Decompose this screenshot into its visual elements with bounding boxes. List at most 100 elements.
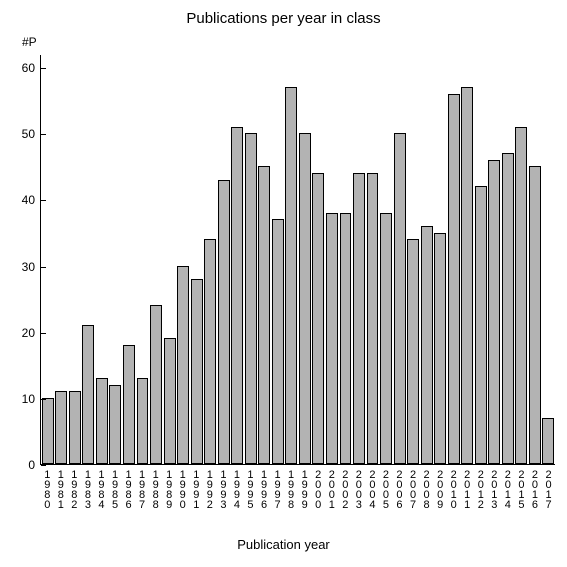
x-label-slot: 2000 [311,469,325,509]
x-label: 1993 [217,469,228,509]
bar-slot [325,55,339,464]
bar-slot [68,55,82,464]
x-label: 2013 [488,469,499,509]
bar [312,173,324,464]
x-labels: 1980198119821983198419851986198719881989… [40,469,555,509]
x-label: 1985 [109,469,120,509]
x-label: 2009 [434,469,445,509]
bar-slot [515,55,529,464]
x-label: 1981 [55,469,66,509]
y-tick-label: 30 [22,260,35,274]
bar [299,133,311,464]
bar-slot [163,55,177,464]
y-tick [41,68,46,69]
bar [204,239,216,464]
x-label-slot: 2013 [487,469,501,509]
bar-slot [474,55,488,464]
x-label-slot: 1987 [135,469,149,509]
y-tick [41,465,46,466]
x-label: 2017 [543,469,554,509]
bar [353,173,365,464]
bar [137,378,149,464]
bar [461,87,473,464]
bar [245,133,257,464]
bar [340,213,352,464]
x-label: 1994 [231,469,242,509]
bar [177,266,189,464]
chart-title: Publications per year in class [0,10,567,27]
bar [515,127,527,464]
bar-slot [190,55,204,464]
x-label: 1980 [41,469,52,509]
bar-slot [230,55,244,464]
bar [109,385,121,464]
y-tick-label: 50 [22,127,35,141]
x-label-slot: 1986 [121,469,135,509]
bar [475,186,487,464]
x-label-slot: 1999 [297,469,311,509]
bar-slot [393,55,407,464]
bar-slot [122,55,136,464]
x-label: 1997 [272,469,283,509]
bar-slot [420,55,434,464]
bar-slot [298,55,312,464]
y-tick-label: 20 [22,326,35,340]
x-label-slot: 2004 [365,469,379,509]
x-label-slot: 1982 [67,469,81,509]
x-label-slot: 1985 [108,469,122,509]
bar [367,173,379,464]
x-label-slot: 2006 [392,469,406,509]
bar [529,166,541,464]
bar-slot [460,55,474,464]
y-tick-label: 40 [22,193,35,207]
bar-slot [528,55,542,464]
y-tick [41,200,46,201]
bar-slot [501,55,515,464]
x-label: 2014 [502,469,513,509]
x-label: 1995 [244,469,255,509]
bar-slot [136,55,150,464]
bar-slot [271,55,285,464]
bar [55,391,67,464]
bar [407,239,419,464]
x-label-slot: 1997 [270,469,284,509]
x-label: 2004 [366,469,377,509]
x-label: 2011 [461,469,472,509]
bar-slot [447,55,461,464]
x-label-slot: 1998 [284,469,298,509]
bar [258,166,270,464]
y-tick-label: 60 [22,61,35,75]
bar [272,219,284,464]
bar-slot [41,55,55,464]
bar-slot [379,55,393,464]
x-label: 1987 [136,469,147,509]
x-label-slot: 2017 [541,469,555,509]
x-label: 1990 [177,469,188,509]
x-label-slot: 1991 [189,469,203,509]
x-label: 2015 [515,469,526,509]
x-label-slot: 1989 [162,469,176,509]
x-label-slot: 2005 [379,469,393,509]
x-label: 2003 [353,469,364,509]
x-label: 1991 [190,469,201,509]
bar-slot [244,55,258,464]
x-label: 2010 [448,469,459,509]
x-label-slot: 2016 [528,469,542,509]
bar-slot [176,55,190,464]
bar [380,213,392,464]
x-label-slot: 1990 [175,469,189,509]
bar [164,338,176,464]
x-label-slot: 2002 [338,469,352,509]
bar [42,398,54,464]
x-label-slot: 1983 [81,469,95,509]
x-label-slot: 1995 [243,469,257,509]
x-label: 2006 [393,469,404,509]
bar [421,226,433,464]
x-label: 1992 [204,469,215,509]
x-label: 1989 [163,469,174,509]
bar [218,180,230,464]
x-label-slot: 1994 [230,469,244,509]
bar-slot [352,55,366,464]
bar-slot [95,55,109,464]
x-label-slot: 2010 [446,469,460,509]
